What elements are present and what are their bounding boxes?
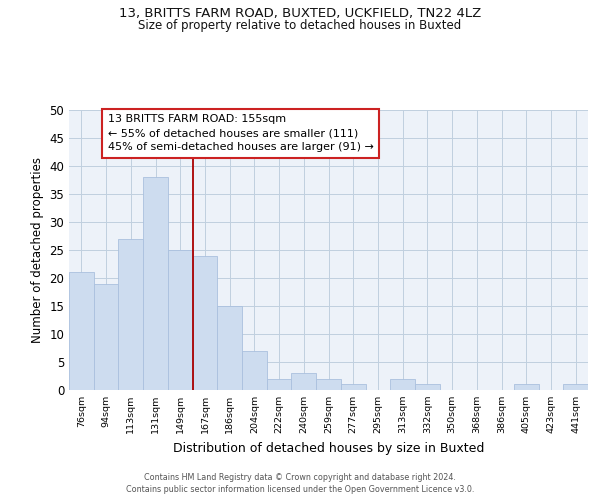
Bar xyxy=(514,384,539,390)
Text: Size of property relative to detached houses in Buxted: Size of property relative to detached ho… xyxy=(139,19,461,32)
Bar xyxy=(69,272,94,390)
Bar xyxy=(292,373,316,390)
Bar xyxy=(415,384,440,390)
Bar xyxy=(242,351,267,390)
X-axis label: Distribution of detached houses by size in Buxted: Distribution of detached houses by size … xyxy=(173,442,484,454)
Bar xyxy=(168,250,193,390)
Text: 13, BRITTS FARM ROAD, BUXTED, UCKFIELD, TN22 4LZ: 13, BRITTS FARM ROAD, BUXTED, UCKFIELD, … xyxy=(119,8,481,20)
Bar xyxy=(193,256,217,390)
Bar xyxy=(563,384,588,390)
Bar xyxy=(217,306,242,390)
Bar xyxy=(316,379,341,390)
Bar xyxy=(267,379,292,390)
Bar xyxy=(390,379,415,390)
Text: Contains HM Land Registry data © Crown copyright and database right 2024.
Contai: Contains HM Land Registry data © Crown c… xyxy=(126,473,474,494)
Bar xyxy=(341,384,365,390)
Bar xyxy=(118,239,143,390)
Text: 13 BRITTS FARM ROAD: 155sqm
← 55% of detached houses are smaller (111)
45% of se: 13 BRITTS FARM ROAD: 155sqm ← 55% of det… xyxy=(108,114,374,152)
Y-axis label: Number of detached properties: Number of detached properties xyxy=(31,157,44,343)
Bar xyxy=(94,284,118,390)
Bar xyxy=(143,177,168,390)
